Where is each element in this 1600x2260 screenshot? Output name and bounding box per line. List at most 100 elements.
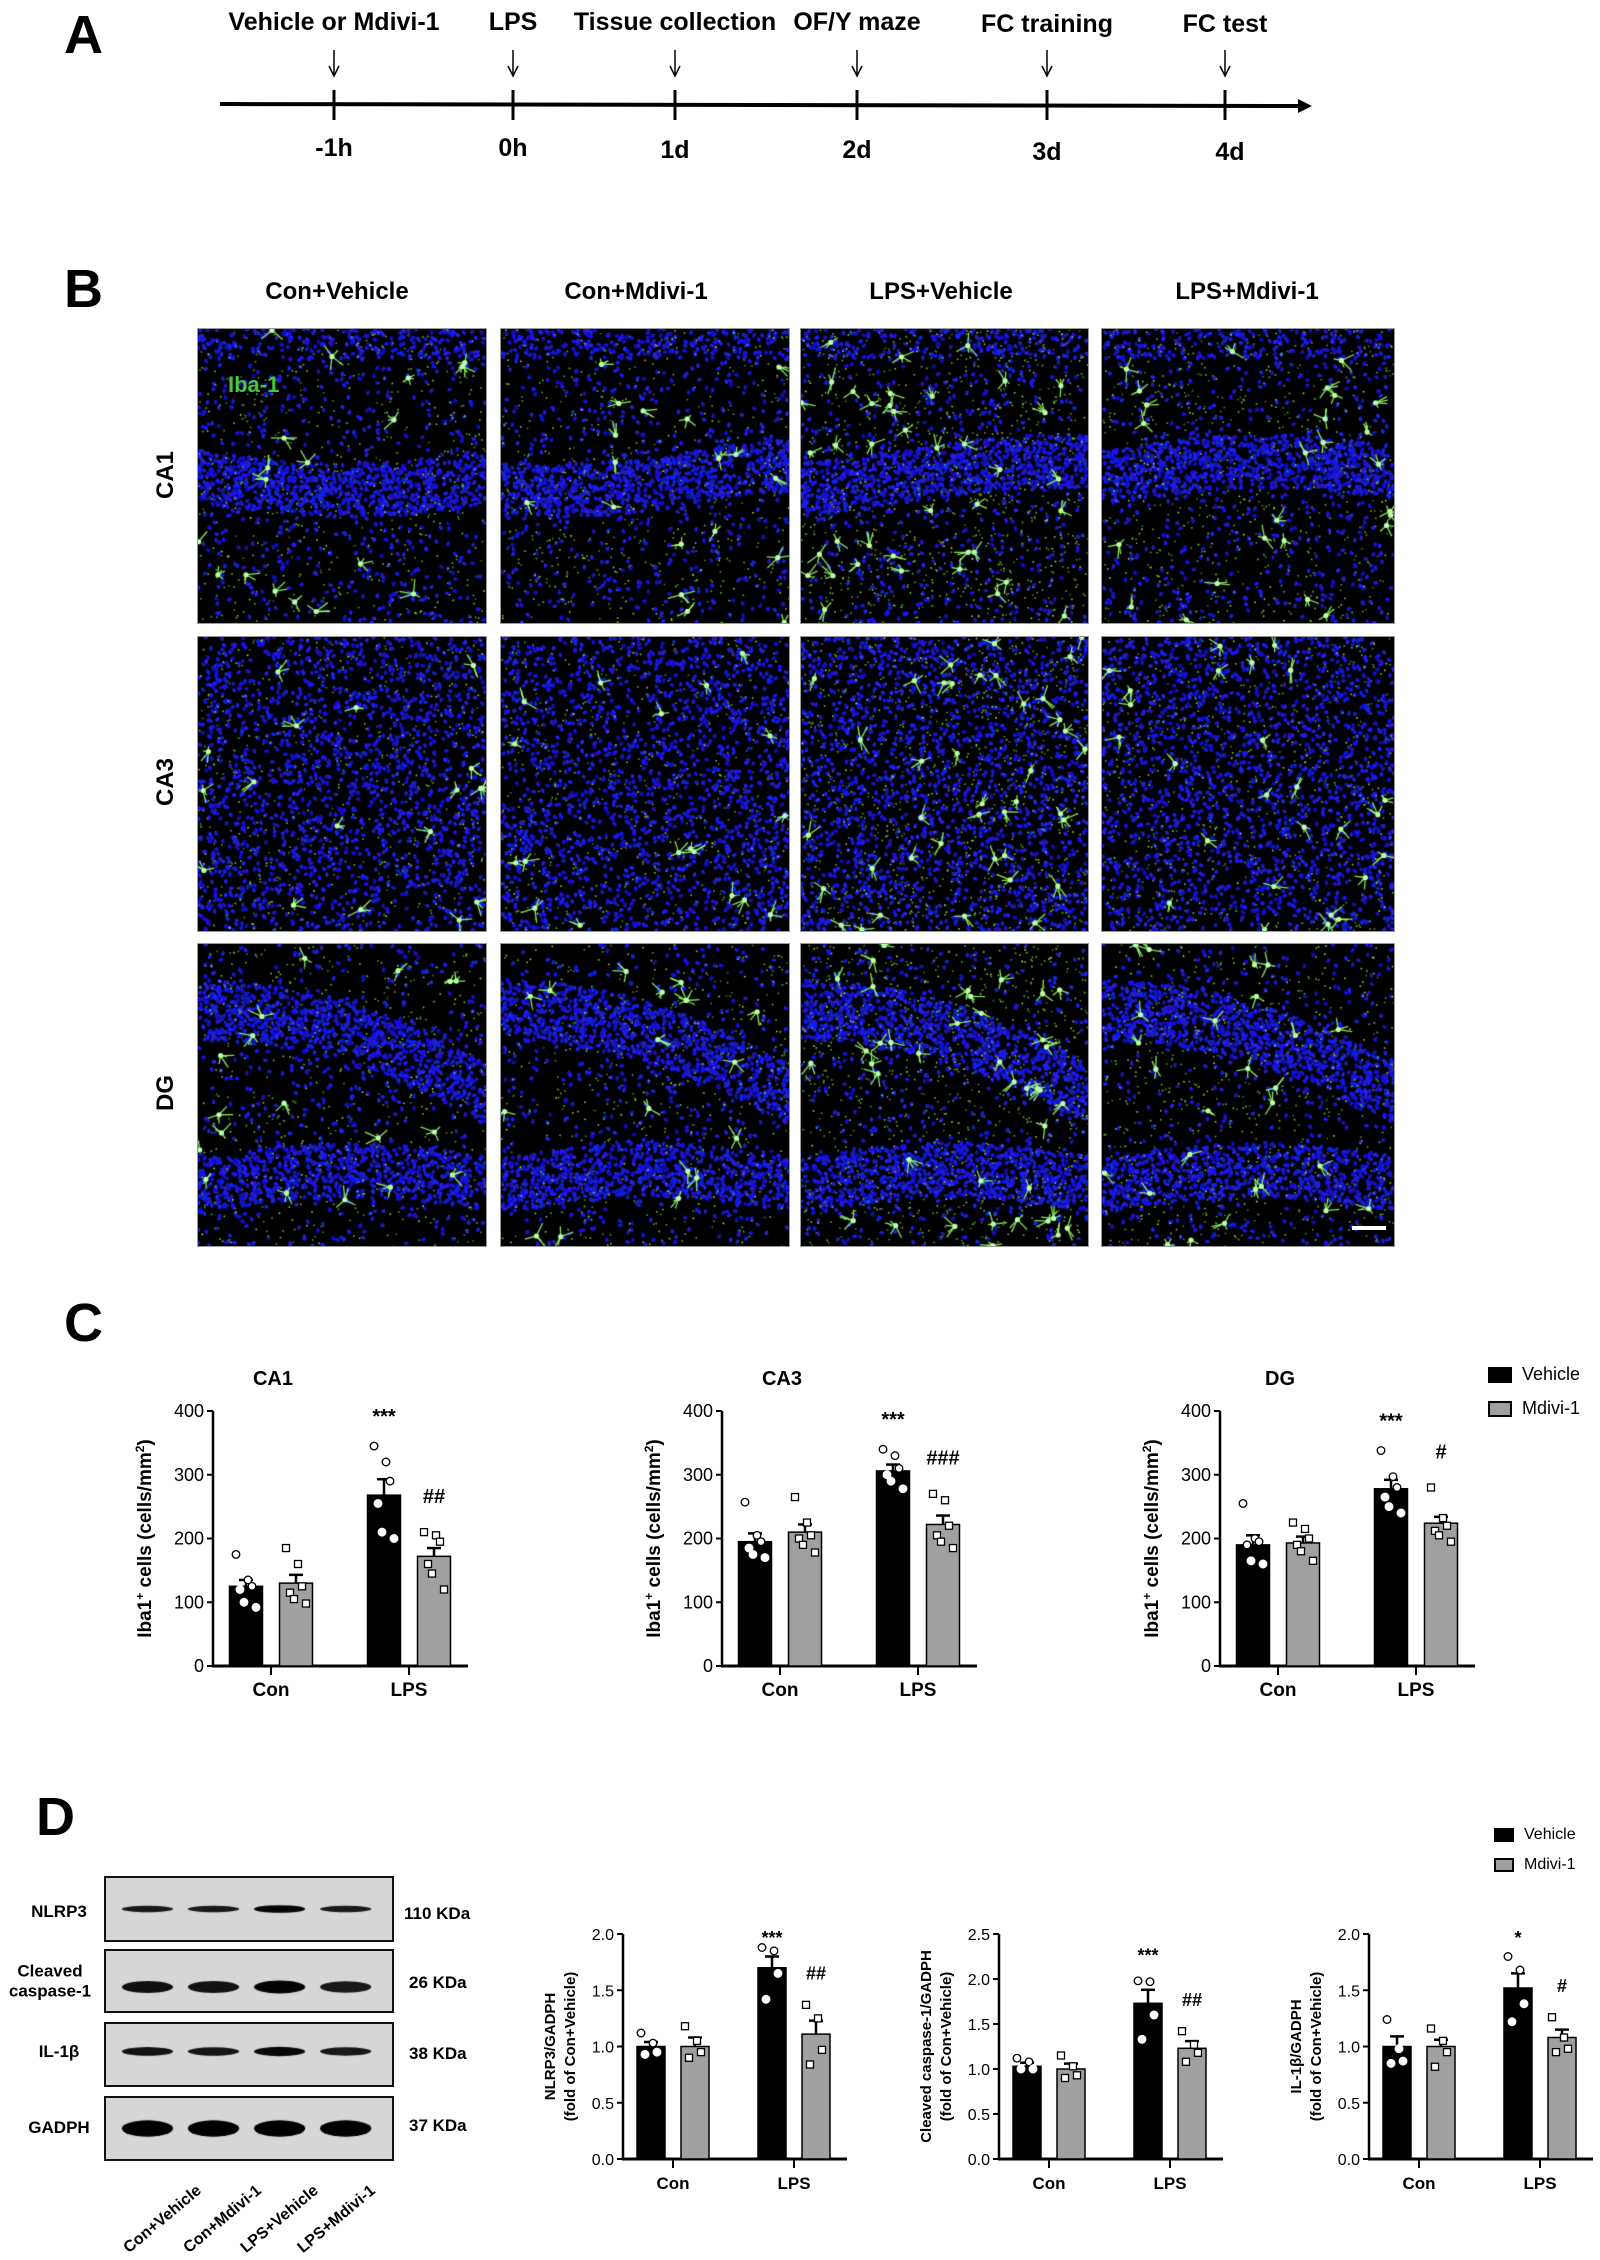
blot-gadph (104, 2096, 394, 2161)
data-point (940, 1496, 950, 1505)
data-point (805, 2060, 815, 2069)
data-point (790, 1492, 800, 1502)
x-tick-label: LPS (391, 1680, 428, 1701)
y-tick-label: 2.0 (968, 1972, 990, 1989)
y-axis-label-part: ) (135, 1439, 156, 1445)
data-point (757, 1943, 767, 1952)
bar-mdivi-1 (801, 2033, 831, 2160)
data-point (427, 1569, 437, 1578)
bar-chart-2: 0 100 200 300 400 CA3 Iba1+ cells (cells/mm2) C… (642, 1368, 977, 1701)
y-tick-label: 200 (683, 1529, 713, 1549)
x-tick-label: Con (762, 1680, 799, 1701)
data-point (636, 2028, 646, 2038)
data-point (1133, 1976, 1143, 1986)
x-tick-label: Con (1260, 1680, 1297, 1701)
timeline-event-label: Tissue collection (573, 8, 777, 36)
data-point (1056, 2051, 1066, 2060)
y-tick-label: 1.5 (1338, 1983, 1360, 2000)
legend-swatch-mdivi (1494, 1858, 1514, 1872)
data-point (1446, 1537, 1456, 1546)
data-point (648, 2038, 658, 2048)
blot-size-label: 38 KDa (409, 2044, 467, 2063)
significance-marker: ### (926, 1448, 959, 1470)
data-point (1145, 1977, 1155, 1987)
data-point (813, 2014, 823, 2023)
iba1-stain-label: Iba-1 (228, 372, 280, 397)
y-axis-label-part: 2 (133, 1445, 147, 1452)
significance-marker: *** (1137, 1946, 1158, 1966)
data-point (1189, 2040, 1199, 2049)
data-point (1376, 1446, 1386, 1455)
data-point (948, 1543, 958, 1553)
y-tick-label: 200 (1181, 1529, 1211, 1549)
legend-swatch-mdivi (1488, 1400, 1512, 1417)
data-point (801, 2000, 811, 2010)
data-point (1258, 1559, 1268, 1569)
y-tick-label: 0 (703, 1656, 713, 1676)
data-point (802, 1518, 812, 1527)
y-tick-label: 1.5 (968, 2017, 990, 2034)
legend-label: Mdivi-1 (1522, 1398, 1581, 1418)
data-point (385, 1476, 395, 1486)
legend-label: Vehicle (1522, 1364, 1581, 1384)
x-tick-label: Con (1032, 2174, 1065, 2193)
data-point (1024, 2057, 1034, 2067)
x-tick-label: Con (1402, 2174, 1435, 2193)
data-point (1438, 1513, 1448, 1523)
x-tick-label: Con (656, 2174, 689, 2193)
y-tick-label: 100 (1181, 1592, 1211, 1612)
y-axis-label: Iba1+ cells (cells/mm2) (133, 1439, 156, 1638)
y-axis-label-part: cells (cells/mm (135, 1452, 156, 1592)
x-tick-label: LPS (900, 1680, 937, 1701)
scale-bar (1352, 1226, 1386, 1230)
data-point (251, 1602, 261, 1612)
data-point (680, 2022, 690, 2031)
y-tick-label: 300 (683, 1465, 713, 1485)
bar-mdivi-1 (1423, 1522, 1459, 1667)
y-axis-label: Iba1+ cells (cells/mm2) (1140, 1439, 1163, 1638)
y-tick-label: 0 (194, 1656, 204, 1676)
y-tick-label: 2.0 (592, 1927, 614, 1944)
data-point (1442, 1521, 1452, 1530)
y-tick-label: 0.5 (592, 2096, 614, 2113)
y-tick-label: 0.5 (968, 2107, 990, 2124)
data-point (1547, 2013, 1557, 2022)
data-point (1242, 1540, 1252, 1550)
data-point (1149, 2010, 1159, 2020)
chart-title: DG (1265, 1368, 1295, 1390)
data-point (810, 1548, 820, 1557)
y-tick-label: 2.0 (1338, 1927, 1360, 1944)
data-point (1434, 1531, 1444, 1540)
data-point (1300, 1524, 1310, 1534)
micrograph-ca3-4 (1101, 636, 1395, 932)
timeline-time-label: 1d (660, 136, 690, 164)
blot-size-label: 26 KDa (409, 1973, 467, 1992)
timeline-event-label: Vehicle or Mdivi-1 (228, 8, 440, 36)
data-point (798, 1540, 808, 1550)
data-point (435, 1537, 445, 1546)
data-point (1426, 2024, 1436, 2033)
blot-protein-label: IL-1β (38, 2042, 80, 2062)
significance-marker: * (1514, 1928, 1521, 1948)
timeline-event-label: OF/Y maze (793, 8, 921, 36)
data-point (289, 1594, 299, 1604)
data-point (1384, 1502, 1394, 1512)
bar-mdivi-1 (1177, 2047, 1207, 2160)
data-point (1181, 2057, 1191, 2066)
data-point (1072, 2071, 1082, 2080)
y-tick-label: 0.0 (592, 2152, 614, 2169)
data-point (293, 1559, 303, 1569)
y-axis-label: NLRP3/GADPH (542, 1993, 559, 2101)
data-point (761, 1994, 771, 2004)
data-point (301, 1599, 311, 1608)
y-tick-label: 100 (683, 1592, 713, 1612)
data-point (1396, 1508, 1406, 1518)
data-point (773, 1968, 783, 1978)
down-arrow-icon (1041, 65, 1053, 78)
y-axis-label-part: cells (cells/mm (1142, 1452, 1163, 1592)
bar-vehicle (366, 1494, 402, 1667)
x-tick-label: LPS (1523, 2174, 1556, 2193)
y-axis-label: (fold of Con+Vehicle) (562, 1972, 579, 2122)
bar-mdivi-1 (680, 2045, 710, 2160)
legend-swatch-vehicle (1488, 1366, 1512, 1383)
